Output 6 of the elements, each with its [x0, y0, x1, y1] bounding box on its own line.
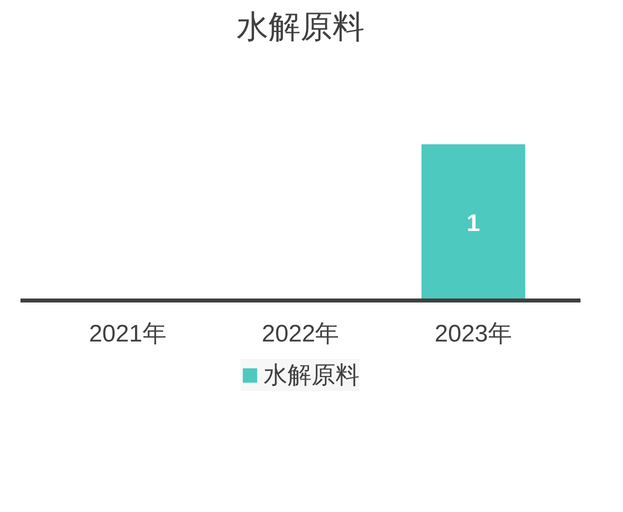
legend-label: 水解原料	[264, 361, 360, 391]
x-tick-label: 2021年	[88, 320, 166, 348]
x-tick-label: 2022年	[262, 320, 340, 348]
data-label: 1	[466, 210, 480, 237]
x-tick-label: 2023年	[434, 320, 512, 348]
chart-title: 水解原料	[236, 8, 364, 46]
